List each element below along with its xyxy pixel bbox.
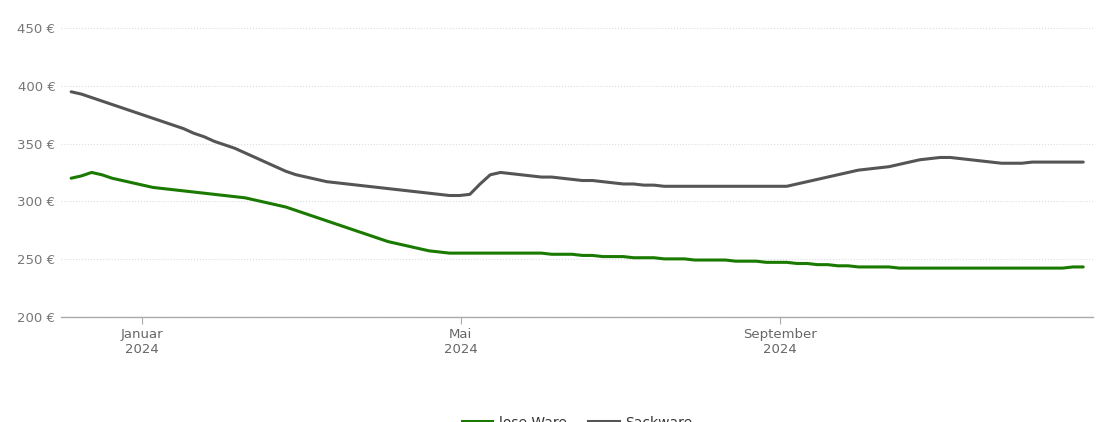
Legend: lose Ware, Sackware: lose Ware, Sackware bbox=[456, 410, 698, 422]
